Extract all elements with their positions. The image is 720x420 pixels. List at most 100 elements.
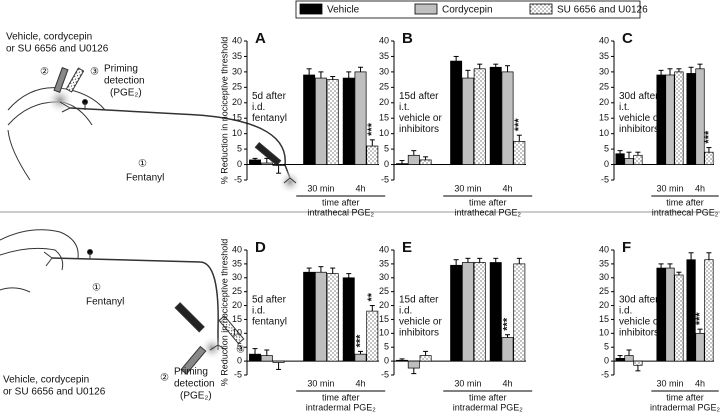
bar — [260, 355, 273, 362]
x-tick-label: 30 min — [307, 378, 334, 388]
significance: *** — [354, 334, 366, 348]
step-number: ② — [160, 373, 169, 384]
bar — [419, 159, 432, 165]
bar — [633, 360, 643, 366]
legend-label: SU 6656 and U0126 — [557, 5, 648, 16]
y-tick-label: 35 — [379, 51, 389, 61]
injection-label: Vehicle, cordycepin — [6, 32, 92, 43]
annotation: inhibitors — [619, 328, 659, 339]
error-bar — [346, 273, 352, 278]
error-bar — [465, 257, 471, 263]
bar — [342, 77, 355, 165]
annotation: i.t. — [399, 102, 410, 113]
step-number: ② — [40, 67, 49, 78]
y-tick-label: 5 — [237, 143, 242, 153]
y-tick-label: 30 — [232, 272, 242, 282]
y-tick-label: 5 — [604, 143, 609, 153]
error-bar — [516, 134, 522, 142]
x-axis-label: time after — [666, 392, 704, 402]
error-bar — [264, 349, 270, 356]
error-bar — [465, 69, 471, 79]
annotation: i.t. — [619, 102, 630, 113]
y-tick-label: 25 — [599, 286, 609, 296]
y-tick-label: 30 — [379, 272, 389, 282]
significance: *** — [366, 122, 378, 136]
y-tick-label: 0 — [237, 355, 242, 365]
bar — [513, 141, 526, 165]
error-bar — [505, 334, 511, 338]
error-bar — [358, 350, 364, 355]
error-bar — [505, 65, 511, 72]
bar — [473, 262, 486, 362]
error-bar — [635, 365, 641, 372]
bar — [695, 68, 705, 165]
panel-letter: D — [255, 239, 266, 256]
error-bar — [658, 263, 664, 269]
bar — [615, 153, 625, 165]
y-tick-label: 20 — [599, 97, 609, 107]
y-tick-label: -5 — [381, 369, 389, 379]
bar — [624, 158, 634, 165]
priming-label: Priming — [104, 64, 138, 75]
y-tick-label: 5 — [384, 143, 389, 153]
bar — [695, 332, 705, 362]
y-tick-label: 40 — [599, 35, 609, 45]
bar — [314, 271, 327, 362]
legend-swatch — [299, 3, 323, 15]
annotation: 15d after — [399, 295, 439, 306]
error-bar — [264, 157, 270, 164]
y-tick-label: 20 — [232, 300, 242, 310]
y-tick-label: 10 — [379, 128, 389, 138]
y-tick-label: 5 — [237, 342, 242, 352]
y-tick-label: 0 — [604, 159, 609, 169]
x-axis-label: time after — [666, 197, 704, 207]
bar — [249, 353, 261, 362]
error-bar — [667, 68, 673, 75]
panel-letter: B — [402, 30, 413, 47]
annotation: i.d. — [619, 306, 632, 317]
bar — [354, 353, 367, 362]
error-bar — [493, 63, 499, 68]
error-bar — [667, 263, 673, 269]
annotation: 5d after — [252, 295, 287, 306]
y-tick-label: 30 — [599, 66, 609, 76]
error-bar — [423, 156, 429, 160]
y-tick-label: 40 — [599, 244, 609, 254]
x-tick-label: 4h — [695, 378, 705, 388]
error-bar — [423, 350, 429, 356]
panel-letter: C — [622, 30, 633, 47]
y-tick-label: 10 — [599, 328, 609, 338]
y-tick-label: 35 — [232, 51, 242, 61]
error-bar — [706, 252, 712, 260]
error-bar — [252, 348, 258, 355]
error-bar — [516, 257, 522, 264]
bar — [665, 74, 675, 165]
y-tick-label: 25 — [379, 286, 389, 296]
bar — [272, 360, 285, 363]
significance: ** — [366, 292, 378, 301]
fentanyl-label: Fentanyl — [126, 173, 164, 184]
bar — [354, 71, 367, 165]
y-tick-label: 15 — [599, 314, 609, 324]
bar — [704, 259, 714, 362]
error-bar — [688, 252, 694, 260]
fentanyl-label: Fentanyl — [86, 297, 124, 308]
injection-label: Vehicle, cordycepin — [3, 375, 89, 386]
y-tick-label: 10 — [599, 128, 609, 138]
bar — [461, 262, 474, 362]
y-tick-label: 35 — [599, 258, 609, 268]
x-axis-label: intradermal PGE₂ — [650, 402, 720, 412]
x-tick-label: 30 min — [307, 183, 334, 193]
x-tick-label: 30 min — [656, 183, 683, 193]
error-bar — [706, 147, 712, 153]
error-bar — [477, 257, 483, 263]
y-axis-label: % Reduction in nociceptive threshold — [219, 239, 229, 387]
y-tick-label: 0 — [237, 159, 242, 169]
bar — [615, 357, 625, 362]
error-bar — [697, 63, 703, 69]
bar — [260, 162, 273, 165]
error-bar — [346, 71, 352, 79]
y-tick-label: 40 — [379, 35, 389, 45]
bar — [686, 73, 696, 165]
